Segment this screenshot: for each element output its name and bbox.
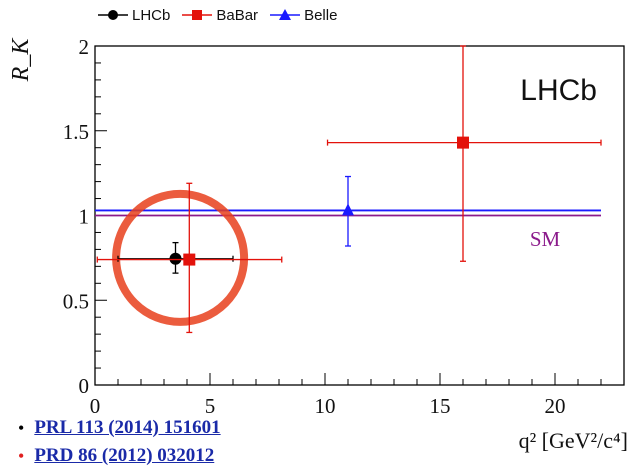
lhcb-watermark: LHCb (520, 74, 597, 107)
highlight-circle (112, 189, 249, 326)
data-point-babar (457, 136, 469, 149)
circle-marker-icon (98, 10, 128, 20)
series-lhcb (117, 241, 234, 274)
references: • PRL 113 (2014) 151601 • PRD 86 (2012) … (18, 414, 221, 470)
reference-item-lhcb[interactable]: • PRL 113 (2014) 151601 (18, 414, 221, 442)
x-tick-label: 0 (90, 394, 101, 418)
x-tick-label: 5 (205, 394, 216, 418)
triangle-marker-icon (270, 9, 301, 20)
y-tick-label: 1 (79, 205, 90, 229)
series-babar (96, 45, 602, 334)
bullet-icon: • (18, 445, 25, 466)
x-axis-label: q² [GeV²/c⁴] (519, 428, 628, 453)
reference-link-babar[interactable]: PRD 86 (2012) 032012 (34, 445, 215, 466)
y-axis-label: R_K (8, 37, 34, 83)
x-tick-label: 10 (315, 394, 336, 418)
y-tick-label: 0 (79, 374, 90, 398)
data-point-babar (183, 253, 196, 266)
legend-item-lhcb: LHCb (96, 7, 170, 24)
data-point-lhcb (169, 252, 182, 265)
data-point-belle (342, 203, 354, 216)
y-tick-label: 2 (79, 35, 90, 59)
y-tick-label: 1.5 (63, 120, 89, 144)
legend-label: BaBar (216, 6, 259, 24)
sm-label: SM (530, 227, 561, 251)
legend: LHCb BaBar Belle (96, 2, 337, 28)
bullet-icon: • (18, 417, 25, 438)
legend-label: LHCb (132, 6, 171, 24)
x-tick-label: 15 (430, 394, 451, 418)
legend-item-belle: Belle (268, 7, 337, 24)
reference-link-lhcb[interactable]: PRL 113 (2014) 151601 (34, 417, 221, 438)
square-marker-icon (182, 10, 213, 20)
legend-item-babar: BaBar (180, 7, 258, 24)
legend-label: Belle (304, 6, 338, 24)
x-tick-label: 20 (545, 394, 566, 418)
reference-item-babar[interactable]: • PRD 86 (2012) 032012 (18, 442, 221, 470)
series-belle (342, 175, 354, 247)
y-tick-label: 0.5 (63, 289, 89, 313)
